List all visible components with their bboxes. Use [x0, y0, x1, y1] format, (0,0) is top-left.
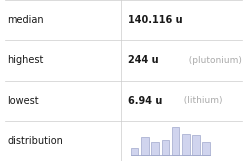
Text: median: median — [7, 15, 44, 25]
Bar — [182, 134, 189, 155]
Bar — [162, 139, 169, 155]
Bar — [141, 137, 149, 155]
Text: 244 u: 244 u — [128, 55, 159, 65]
Text: highest: highest — [7, 55, 44, 65]
Text: (lithium): (lithium) — [178, 96, 222, 105]
Bar — [131, 148, 139, 155]
Text: lowest: lowest — [7, 96, 39, 106]
Text: distribution: distribution — [7, 136, 63, 146]
Bar — [192, 135, 200, 155]
Bar — [202, 142, 210, 155]
Text: 140.116 u: 140.116 u — [128, 15, 183, 25]
Bar — [172, 127, 179, 155]
Bar — [151, 142, 159, 155]
Text: 6.94 u: 6.94 u — [128, 96, 163, 106]
Text: (plutonium): (plutonium) — [183, 56, 242, 65]
